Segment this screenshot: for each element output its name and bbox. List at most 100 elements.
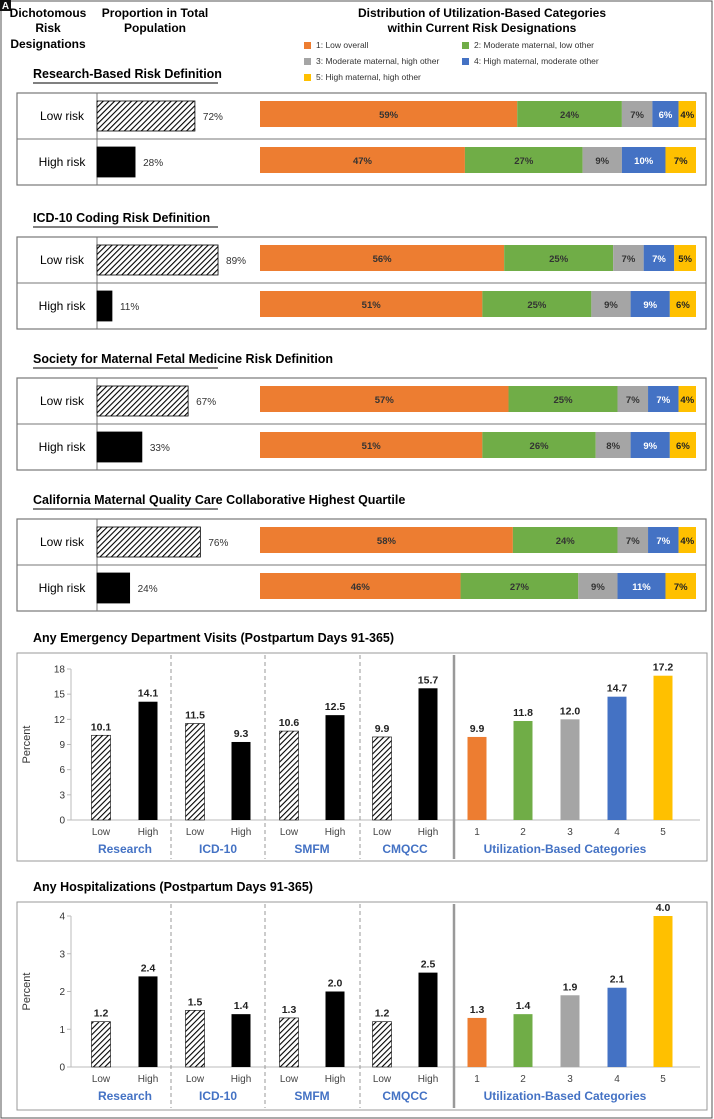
y-tick-label: 3 xyxy=(59,790,65,801)
proportion-bar xyxy=(96,431,143,463)
distribution-label: 6% xyxy=(676,441,690,452)
bar xyxy=(185,723,205,821)
distribution-label: 9% xyxy=(643,300,657,311)
bar xyxy=(607,696,627,820)
distribution-label: 4% xyxy=(680,395,694,406)
distribution-segment xyxy=(595,432,631,458)
distribution-segment xyxy=(648,386,679,412)
x-tick-label: Low xyxy=(92,827,111,838)
bar-value-label: 9.9 xyxy=(375,723,390,735)
panel-title: Society for Maternal Fetal Medicine Risk… xyxy=(33,352,333,366)
bar-value-label: 1.4 xyxy=(234,1000,249,1012)
panel-label: A xyxy=(2,1,9,12)
distribution-label: 7% xyxy=(674,156,688,167)
bar xyxy=(607,987,627,1067)
distribution-segment xyxy=(613,245,644,271)
stacked-panel: ICD-10 Coding Risk Definition Low risk 89%… xyxy=(16,211,707,330)
distribution-label: 7% xyxy=(622,254,636,265)
distribution-label: 24% xyxy=(556,536,576,547)
x-tick-label: 5 xyxy=(660,1074,666,1085)
y-tick-label: 9 xyxy=(59,740,65,751)
distribution-segment xyxy=(643,245,675,271)
header-distribution-line-1: Distribution of Utilization-Based Catego… xyxy=(358,6,606,20)
distribution-segment xyxy=(648,527,679,553)
bar xyxy=(138,976,158,1067)
bar xyxy=(279,1017,299,1068)
proportion-label: 72% xyxy=(203,112,223,123)
bar xyxy=(231,741,251,820)
distribution-label: 46% xyxy=(351,582,371,593)
stacked-panel: Research-Based Risk Definition Low risk 72… xyxy=(16,67,707,186)
proportion-bar xyxy=(96,290,113,322)
y-tick-label: 18 xyxy=(54,665,66,676)
y-tick-label: 3 xyxy=(59,949,65,960)
bar xyxy=(418,688,438,820)
legend: 1: Low overall 2: Moderate maternal, low … xyxy=(304,40,599,82)
header-risk-line-3: Designations xyxy=(10,37,86,51)
y-axis-label: Percent xyxy=(21,973,33,1011)
distribution-label: 7% xyxy=(652,254,666,265)
legend-label: 4: High maternal, moderate other xyxy=(474,56,599,66)
proportion-bar xyxy=(96,100,196,132)
distribution-label: 6% xyxy=(659,110,673,121)
bar-value-label: 9.9 xyxy=(470,723,485,735)
distribution-segment xyxy=(260,245,505,271)
distribution-segment xyxy=(674,245,696,271)
distribution-segment xyxy=(669,291,696,317)
bar xyxy=(185,1010,205,1068)
distribution-segment xyxy=(260,386,509,412)
bar xyxy=(279,730,299,821)
bar xyxy=(325,715,345,820)
x-tick-label: Low xyxy=(280,1074,299,1085)
distribution-segment xyxy=(464,147,583,173)
y-tick-label: 6 xyxy=(59,765,65,776)
distribution-segment xyxy=(591,291,631,317)
distribution-label: 7% xyxy=(626,395,640,406)
distribution-label: 7% xyxy=(656,395,670,406)
x-tick-label: 1 xyxy=(474,1074,480,1085)
bar-value-label: 4.0 xyxy=(656,902,671,914)
bar xyxy=(513,721,533,820)
bar xyxy=(560,995,580,1067)
x-tick-label: 4 xyxy=(614,827,620,838)
y-tick-label: 1 xyxy=(59,1025,65,1036)
x-tick-label: High xyxy=(231,827,252,838)
bar-value-label: 12.5 xyxy=(325,701,346,713)
distribution-label: 9% xyxy=(591,582,605,593)
distribution-label: 58% xyxy=(377,536,397,547)
distribution-label: 26% xyxy=(530,441,550,452)
group-label: ICD-10 xyxy=(199,1089,237,1103)
y-tick-label: 4 xyxy=(59,912,65,923)
legend-label: 5: High maternal, high other xyxy=(316,72,421,82)
chart-frame xyxy=(16,901,708,1111)
bar xyxy=(138,701,158,820)
bar xyxy=(372,736,392,821)
x-tick-label: 2 xyxy=(520,827,526,838)
risk-label: High risk xyxy=(39,581,87,595)
x-tick-label: High xyxy=(138,827,159,838)
distribution-segment xyxy=(260,147,465,173)
x-tick-label: 3 xyxy=(567,1074,573,1085)
distribution-segment xyxy=(621,101,653,127)
legend-swatch xyxy=(462,42,469,49)
distribution-segment xyxy=(260,101,518,127)
distribution-label: 27% xyxy=(510,582,530,593)
bar-value-label: 11.8 xyxy=(513,707,533,719)
distribution-label: 9% xyxy=(595,156,609,167)
distribution-label: 11% xyxy=(632,582,651,593)
header-proportion-line-1: Proportion in Total xyxy=(102,6,208,20)
header-proportion-line-2: Population xyxy=(124,21,186,35)
group-label: Research xyxy=(98,842,152,856)
risk-label: Low risk xyxy=(40,394,85,408)
distribution-label: 7% xyxy=(674,582,688,593)
x-tick-label: Low xyxy=(373,1074,392,1085)
proportion-bar xyxy=(96,385,189,417)
bar-value-label: 2.0 xyxy=(328,978,343,990)
distribution-segment xyxy=(678,101,696,127)
distribution-segment xyxy=(665,147,696,173)
proportion-bar xyxy=(96,572,131,604)
distribution-label: 51% xyxy=(362,300,382,311)
distribution-segment xyxy=(482,432,596,458)
x-tick-label: Low xyxy=(373,827,392,838)
